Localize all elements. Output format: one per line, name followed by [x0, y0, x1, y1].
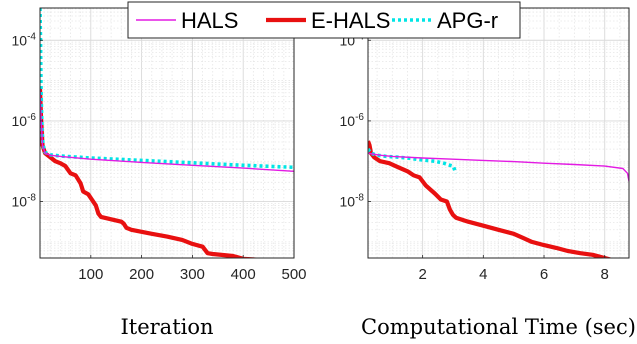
legend-item-hals: HALS — [136, 8, 238, 33]
x-tick-label: 8 — [601, 266, 609, 283]
y-tick-label: 10-8 — [12, 193, 37, 210]
series-group — [40, 8, 294, 258]
x-tick-label: 6 — [540, 266, 548, 283]
iteration-panel: 100 200 300 400 500 10-4 10-6 10-8 Iteration — [12, 7, 307, 339]
y-tick-label: 10-6 — [340, 112, 365, 129]
legend-item-apg-r: APG-r — [392, 8, 498, 33]
x-tick-label: 300 — [180, 266, 205, 283]
legend-label: E-HALS — [311, 8, 390, 33]
series-e-hals — [368, 140, 613, 258]
legend-box — [127, 1, 521, 39]
x-axis-label: Iteration — [120, 315, 213, 339]
series-e-hals — [40, 88, 265, 258]
x-axis-label: Computational Time (sec) — [361, 315, 636, 339]
x-tick-label: 2 — [418, 266, 426, 283]
legend-item-e-hals: E-HALS — [266, 8, 390, 33]
x-tick-label: 500 — [281, 266, 306, 283]
x-tick-label: 400 — [231, 266, 256, 283]
y-tick-label: 10-8 — [340, 193, 365, 210]
legend-label: HALS — [181, 8, 238, 33]
series-group — [368, 140, 629, 258]
y-tick-label: 10-4 — [12, 31, 37, 48]
series-hals — [368, 152, 629, 182]
series-hals — [40, 88, 294, 172]
y-tick-label: 10-6 — [12, 112, 37, 129]
legend: HALS E-HALS APG-r — [127, 1, 521, 39]
x-tick-label: 4 — [479, 266, 487, 283]
legend-label: APG-r — [437, 8, 498, 33]
x-tick-label: 100 — [78, 266, 103, 283]
x-tick-label: 200 — [129, 266, 154, 283]
